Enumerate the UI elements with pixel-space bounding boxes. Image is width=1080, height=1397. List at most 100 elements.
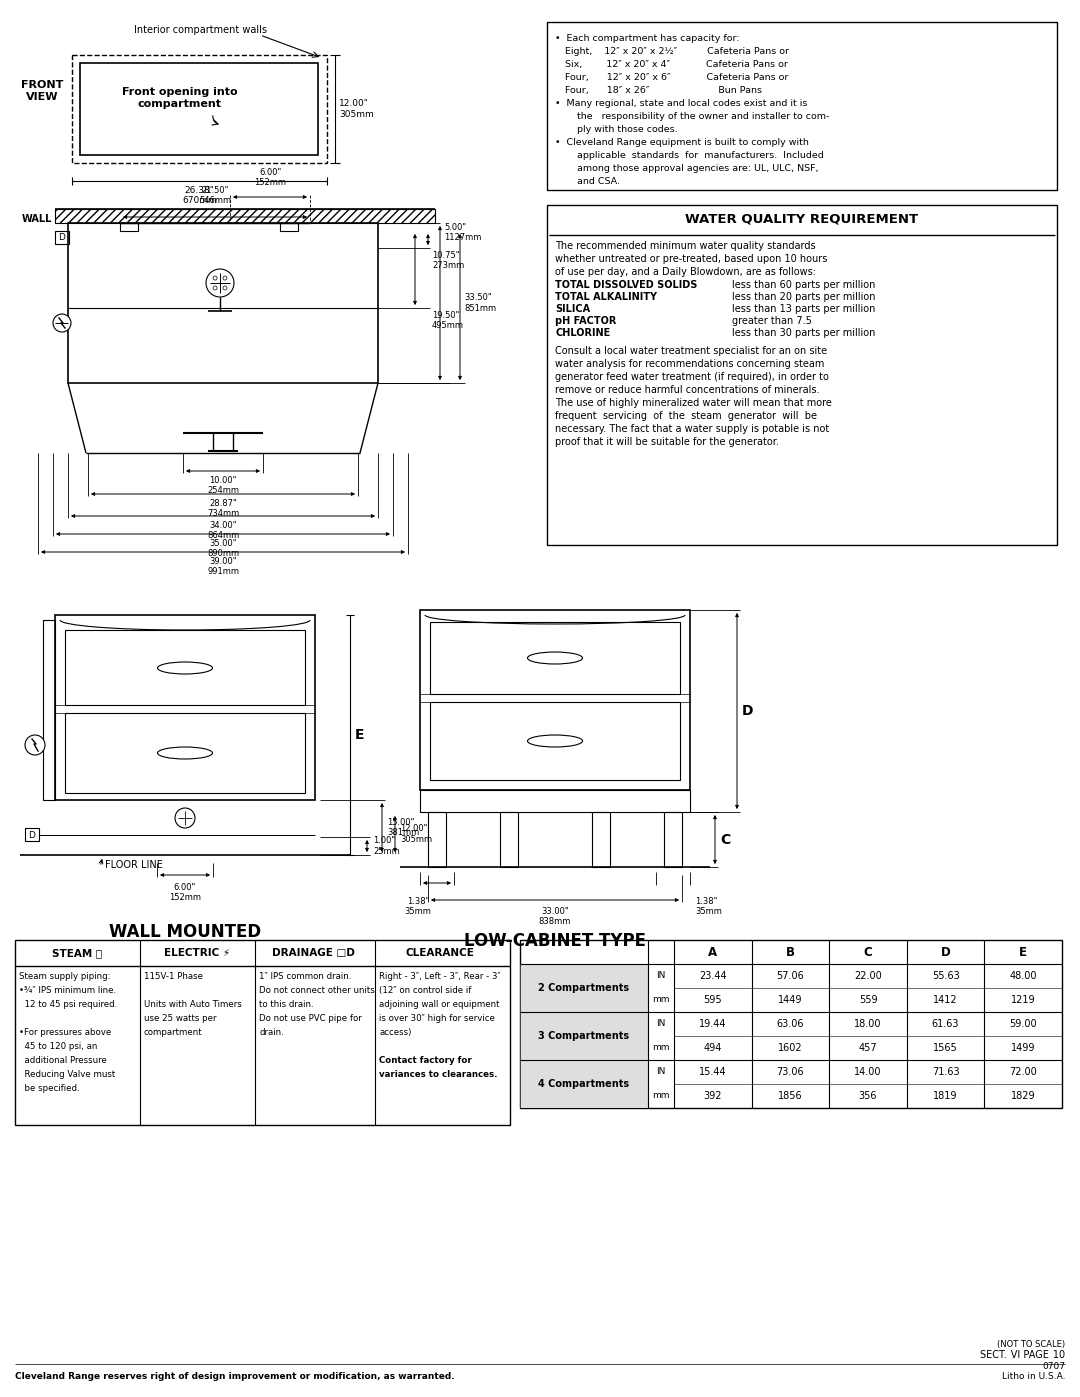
Text: Right - 3″, Left - 3″, Rear - 3″: Right - 3″, Left - 3″, Rear - 3″ [379, 972, 501, 981]
Text: (NOT TO SCALE): (NOT TO SCALE) [997, 1340, 1065, 1350]
Text: 1565: 1565 [933, 1044, 958, 1053]
Bar [519, 1011, 648, 1060]
Text: FLOOR LINE: FLOOR LINE [105, 861, 163, 870]
Text: 57.06: 57.06 [777, 971, 805, 981]
Text: whether untreated or pre-treated, based upon 10 hours: whether untreated or pre-treated, based … [555, 254, 827, 264]
Text: mm: mm [652, 996, 670, 1004]
Text: 1856: 1856 [778, 1091, 802, 1101]
Bar [55, 231, 69, 244]
Text: 39.00"
991mm: 39.00" 991mm [207, 557, 239, 577]
Text: of use per day, and a Daily Blowdown, are as follows:: of use per day, and a Daily Blowdown, ar… [555, 267, 816, 277]
Text: WALL: WALL [22, 214, 52, 224]
Text: 59.00: 59.00 [1010, 1018, 1037, 1030]
Text: C: C [720, 833, 730, 847]
Bar [280, 224, 298, 231]
Text: 22.00: 22.00 [854, 971, 882, 981]
Text: 1412: 1412 [933, 995, 958, 1004]
Text: 71.63: 71.63 [932, 1067, 959, 1077]
Bar [519, 1060, 648, 1108]
Text: Cleveland Range reserves right of design improvement or modification, as warrant: Cleveland Range reserves right of design… [15, 1372, 455, 1382]
Text: 1.38"
35mm: 1.38" 35mm [696, 897, 721, 916]
Text: access): access) [379, 1028, 411, 1037]
Bar [420, 789, 690, 812]
Text: 10.00"
254mm: 10.00" 254mm [207, 476, 239, 496]
Text: IN: IN [657, 1067, 665, 1077]
Text: 1499: 1499 [1011, 1044, 1036, 1053]
Text: SILICA: SILICA [555, 305, 590, 314]
Text: The use of highly mineralized water will mean that more: The use of highly mineralized water will… [555, 398, 832, 408]
Ellipse shape [527, 735, 582, 747]
Text: 26.38"
670mm: 26.38" 670mm [183, 186, 217, 205]
Text: 34.00"
864mm: 34.00" 864mm [207, 521, 239, 541]
Bar [55, 615, 315, 800]
Bar [68, 224, 378, 383]
Text: D: D [28, 830, 36, 840]
Text: generator feed water treatment (if required), in order to: generator feed water treatment (if requi… [555, 372, 828, 381]
Text: A: A [708, 946, 717, 958]
Text: 23.44: 23.44 [699, 971, 727, 981]
Bar [592, 812, 610, 868]
Text: DRAINAGE □D: DRAINAGE □D [271, 949, 354, 958]
Text: Do not use PVC pipe for: Do not use PVC pipe for [259, 1014, 362, 1023]
Bar [519, 940, 1062, 1108]
Text: additional Pressure: additional Pressure [19, 1056, 107, 1065]
Text: (12″ on control side if: (12″ on control side if [379, 986, 471, 995]
Text: 559: 559 [859, 995, 877, 1004]
Text: less than 30 parts per million: less than 30 parts per million [732, 328, 876, 338]
Text: IN: IN [657, 1020, 665, 1028]
Text: less than 13 parts per million: less than 13 parts per million [732, 305, 876, 314]
Text: 6.00"
152mm: 6.00" 152mm [168, 883, 201, 902]
Text: greater than 7.5: greater than 7.5 [732, 316, 812, 326]
Text: The recommended minimum water quality standards: The recommended minimum water quality st… [555, 242, 815, 251]
Text: •  Many regional, state and local codes exist and it is: • Many regional, state and local codes e… [555, 99, 808, 108]
Bar [43, 620, 55, 800]
Text: ply with those codes.: ply with those codes. [565, 124, 677, 134]
Text: drain.: drain. [259, 1028, 284, 1037]
Text: CHLORINE: CHLORINE [555, 328, 610, 338]
Text: be specified.: be specified. [19, 1084, 80, 1092]
Text: 48.00: 48.00 [1010, 971, 1037, 981]
Text: necessary. The fact that a water supply is potable is not: necessary. The fact that a water supply … [555, 425, 829, 434]
Text: D: D [742, 704, 754, 718]
Text: 1819: 1819 [933, 1091, 958, 1101]
Text: Contact factory for: Contact factory for [379, 1056, 472, 1065]
Text: 55.63: 55.63 [932, 971, 959, 981]
Text: is over 30″ high for service: is over 30″ high for service [379, 1014, 495, 1023]
Bar [664, 812, 681, 868]
Text: compartment: compartment [144, 1028, 203, 1037]
Text: 392: 392 [703, 1091, 723, 1101]
Text: Litho in U.S.A.: Litho in U.S.A. [1001, 1372, 1065, 1382]
Text: 0707: 0707 [1042, 1362, 1065, 1370]
Text: pH FACTOR: pH FACTOR [555, 316, 617, 326]
Text: TOTAL ALKALINITY: TOTAL ALKALINITY [555, 292, 657, 302]
Ellipse shape [158, 662, 213, 673]
Text: 5.00"
1127mm: 5.00" 1127mm [444, 224, 482, 243]
Text: adjoining wall or equipment: adjoining wall or equipment [379, 1000, 499, 1009]
Text: mm: mm [652, 1091, 670, 1101]
Text: 457: 457 [859, 1044, 877, 1053]
Bar [519, 1011, 648, 1060]
Text: applicable  standards  for  manufacturers.  Included: applicable standards for manufacturers. … [565, 151, 824, 161]
Bar [430, 703, 680, 780]
Text: 1.00"
25mm: 1.00" 25mm [373, 837, 400, 856]
Text: D: D [941, 946, 950, 958]
Text: remove or reduce harmful concentrations of minerals.: remove or reduce harmful concentrations … [555, 386, 820, 395]
Text: to this drain.: to this drain. [259, 1000, 313, 1009]
Text: 33.00"
838mm: 33.00" 838mm [539, 907, 571, 926]
Text: Steam supply piping:: Steam supply piping: [19, 972, 110, 981]
Text: the   responsibility of the owner and installer to com-: the responsibility of the owner and inst… [565, 112, 829, 122]
Text: and CSA.: and CSA. [565, 177, 620, 186]
Text: frequent  servicing  of  the  steam  generator  will  be: frequent servicing of the steam generato… [555, 411, 816, 420]
Text: 72.00: 72.00 [1010, 1067, 1037, 1077]
Bar [65, 630, 305, 705]
Text: water analysis for recommendations concerning steam: water analysis for recommendations conce… [555, 359, 824, 369]
Text: CLEARANCE: CLEARANCE [406, 949, 474, 958]
Bar [519, 1060, 648, 1108]
Text: 1449: 1449 [779, 995, 802, 1004]
Text: SECT.  VI PAGE  10: SECT. VI PAGE 10 [980, 1350, 1065, 1361]
Text: 6.00"
152mm: 6.00" 152mm [254, 168, 286, 187]
Bar [428, 812, 446, 868]
Bar [519, 964, 648, 1011]
Text: 15.00"
381mm: 15.00" 381mm [387, 817, 419, 837]
Text: Four,      12″ x 20″ x 6″            Cafeteria Pans or: Four, 12″ x 20″ x 6″ Cafeteria Pans or [565, 73, 788, 82]
